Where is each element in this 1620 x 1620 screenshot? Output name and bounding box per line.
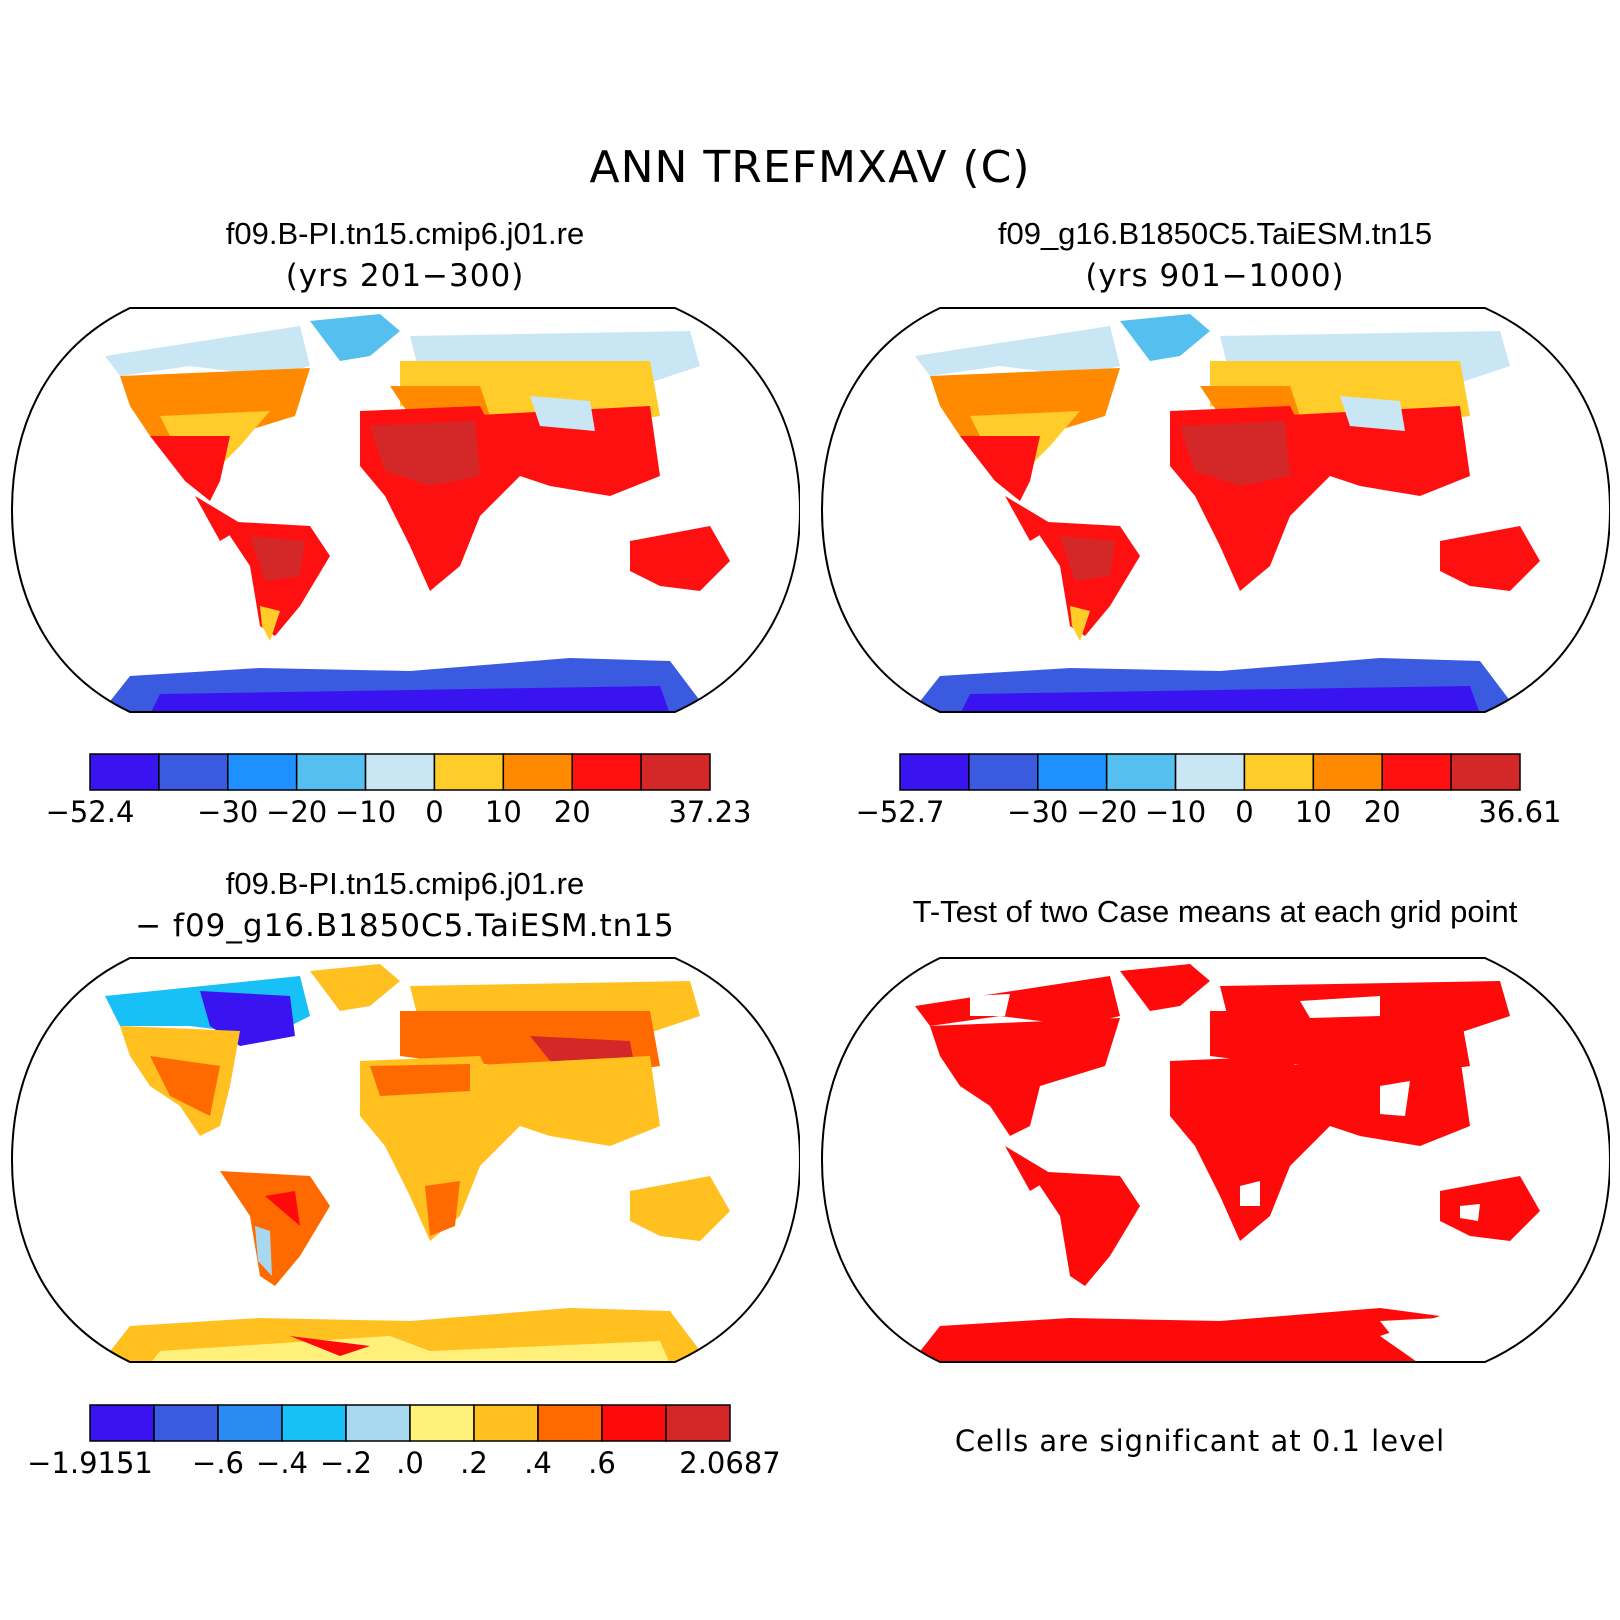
- map-panel-ttest: [820, 957, 1610, 1363]
- colorbar-tick-label: −52.7: [856, 795, 945, 829]
- panel-1-subtitle: (yrs 201−300): [285, 258, 525, 294]
- colorbar-tick-label: 2.0687: [679, 1446, 780, 1480]
- colorbar-swatch: [281, 1404, 347, 1442]
- colorbar-tick-label: 20: [1364, 795, 1401, 829]
- panel-3-subtitle: − f09_g16.B1850C5.TaiESM.tn15: [135, 908, 675, 944]
- colorbar-tick-label: −.6: [192, 1446, 244, 1480]
- colorbar-tick-label: −.4: [256, 1446, 308, 1480]
- colorbar-tick-label: .6: [588, 1446, 616, 1480]
- colorbar-tick-label: 10: [485, 795, 522, 829]
- panel-3-title: f09.B-PI.tn15.cmip6.j01.re: [225, 866, 585, 901]
- colorbar-tick-label: −52.4: [46, 795, 135, 829]
- colorbar-tick-label: −.2: [320, 1446, 372, 1480]
- colorbar-swatch: [1243, 753, 1315, 791]
- colorbar-swatch: [1037, 753, 1108, 791]
- colorbar-tick-label: 37.23: [668, 795, 751, 829]
- colorbar-swatch: [364, 753, 436, 791]
- colorbar-tick-label: −10: [1145, 795, 1206, 829]
- colorbar-swatch: [153, 1404, 219, 1442]
- colorbar-swatch: [345, 1404, 411, 1442]
- colorbar-panel-difference: −1.9151 −.6 −.4 −.2 .0 .2 .4 .6 2.0687: [27, 1404, 781, 1480]
- colorbar-swatch: [601, 1404, 667, 1442]
- colorbar-tick-label: 0: [425, 795, 443, 829]
- colorbar-tick-label: .0: [396, 1446, 424, 1480]
- colorbar-swatch: [899, 753, 970, 791]
- colorbar-tick-label: 36.61: [1478, 795, 1561, 829]
- colorbar-swatch: [1105, 753, 1177, 791]
- colorbar-swatch: [295, 753, 367, 791]
- figure-title: ANN TREFMXAV (C): [589, 142, 1031, 193]
- map-panel-2: [820, 307, 1610, 713]
- colorbar-swatch: [502, 753, 573, 791]
- colorbar-tick-label: 20: [554, 795, 591, 829]
- significance-note: Cells are significant at 0.1 level: [954, 1424, 1446, 1458]
- colorbar-swatch: [409, 1404, 475, 1442]
- colorbar-swatch: [227, 753, 298, 791]
- colorbar-swatch: [1450, 753, 1521, 791]
- map-panel-difference: [10, 957, 800, 1363]
- colorbar-tick-label: 0: [1235, 795, 1253, 829]
- colorbar-swatch: [968, 753, 1039, 791]
- colorbar-swatch: [158, 753, 229, 791]
- colorbar-tick-label: −20: [266, 795, 327, 829]
- colorbar-swatch: [217, 1404, 283, 1442]
- panel-2-subtitle: (yrs 901−1000): [1085, 258, 1345, 294]
- colorbar-tick-label: .2: [460, 1446, 488, 1480]
- map-panel-1: [10, 307, 800, 713]
- colorbar-tick-label: −20: [1076, 795, 1137, 829]
- colorbar-panel-1: −52.4 −30 −20 −10 0 10 20 37.23: [46, 753, 752, 829]
- colorbar-swatch: [571, 753, 642, 791]
- colorbar-tick-label: −30: [1007, 795, 1068, 829]
- colorbar-swatch: [1381, 753, 1452, 791]
- colorbar-tick-label: −10: [335, 795, 396, 829]
- panel-2-title: f09_g16.B1850C5.TaiESM.tn15: [997, 216, 1433, 251]
- panel-4-title: T-Test of two Case means at each grid po…: [912, 894, 1518, 929]
- colorbar-swatch: [89, 753, 160, 791]
- colorbar-swatch: [665, 1404, 731, 1442]
- colorbar-swatch: [1312, 753, 1383, 791]
- colorbar-tick-label: −1.9151: [27, 1446, 153, 1480]
- colorbar-tick-label: −30: [197, 795, 258, 829]
- colorbar-tick-label: .4: [524, 1446, 552, 1480]
- colorbar-swatch: [433, 753, 505, 791]
- colorbar-swatch: [537, 1404, 603, 1442]
- colorbar-swatch: [473, 1404, 539, 1442]
- colorbar-panel-2: −52.7 −30 −20 −10 0 10 20 36.61: [856, 753, 1562, 829]
- colorbar-swatch: [89, 1404, 155, 1442]
- panel-1-title: f09.B-PI.tn15.cmip6.j01.re: [225, 216, 585, 251]
- colorbar-tick-label: 10: [1295, 795, 1332, 829]
- colorbar-swatch: [1174, 753, 1246, 791]
- colorbar-swatch: [640, 753, 711, 791]
